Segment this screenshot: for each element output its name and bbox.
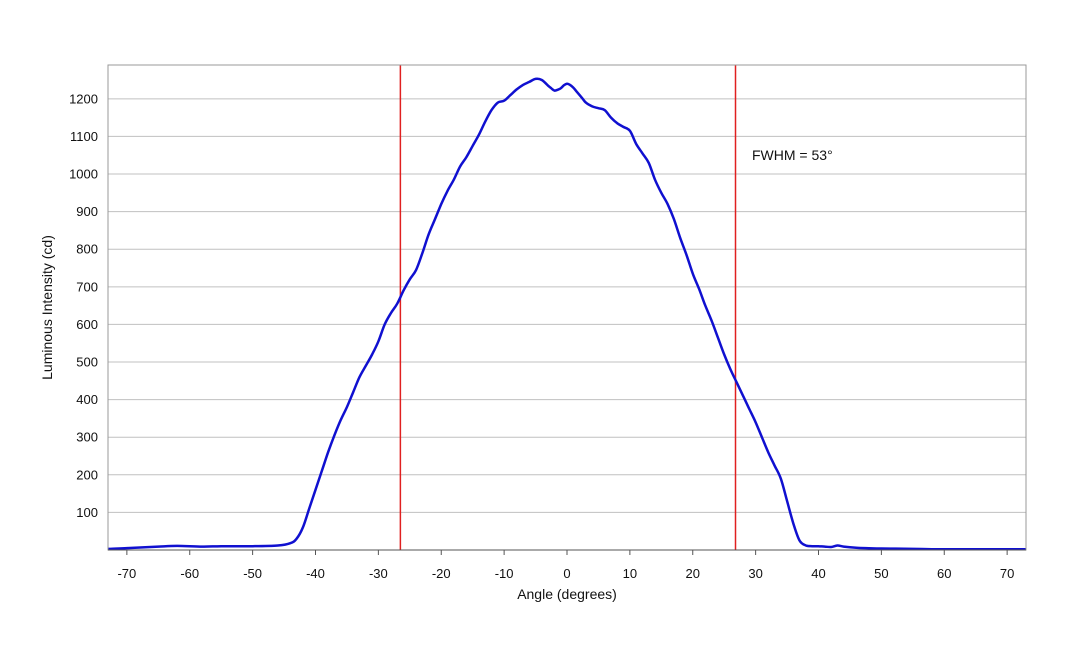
y-tick-label: 400 [76, 392, 98, 407]
x-tick-label: 70 [1000, 566, 1014, 581]
x-tick-label: -10 [495, 566, 514, 581]
x-tick-label: 30 [748, 566, 762, 581]
y-tick-label: 500 [76, 355, 98, 370]
x-tick-label: 10 [623, 566, 637, 581]
x-axis-title: Angle (degrees) [517, 586, 617, 602]
y-axis-ticks: 100 200 300 400 500 600 700 800 900 1000 1100 1200 [69, 91, 98, 520]
x-tick-label: -20 [432, 566, 451, 581]
series-layer [107, 77, 1026, 551]
x-tick-label: 0 [563, 566, 570, 581]
y-tick-label: 1000 [69, 167, 98, 182]
x-tick-label: -50 [243, 566, 262, 581]
y-tick-label: 600 [76, 317, 98, 332]
x-tick-label: 20 [686, 566, 700, 581]
plot-frame [107, 64, 1027, 551]
grid-lines [108, 98, 1026, 513]
y-tick-label: 1200 [69, 91, 98, 106]
y-tick-label: 700 [76, 279, 98, 294]
y-tick-label: 100 [76, 505, 98, 520]
y-tick-label: 300 [76, 430, 98, 445]
x-tick-label: -60 [180, 566, 199, 581]
x-axis-ticks: -70 -60 -50 -40 -30 -20 -10 0 10 20 30 40 50 60 70 [108, 549, 1026, 581]
x-tick-label: 50 [874, 566, 888, 581]
y-tick-label: 200 [76, 467, 98, 482]
x-tick-label: -30 [369, 566, 388, 581]
y-tick-label: 1100 [70, 129, 98, 144]
y-axis-title: Luminous Intensity (cd) [39, 235, 55, 380]
x-tick-label: 60 [937, 566, 951, 581]
x-tick-label: 40 [811, 566, 825, 581]
x-tick-label: -40 [306, 566, 325, 581]
series-line-0 [107, 77, 1026, 551]
fwhm-markers [399, 65, 737, 550]
y-tick-label: 900 [76, 204, 98, 219]
y-tick-label: 800 [76, 242, 98, 257]
fwhm-annotation: FWHM = 53° [752, 147, 833, 163]
x-tick-label: -70 [117, 566, 136, 581]
